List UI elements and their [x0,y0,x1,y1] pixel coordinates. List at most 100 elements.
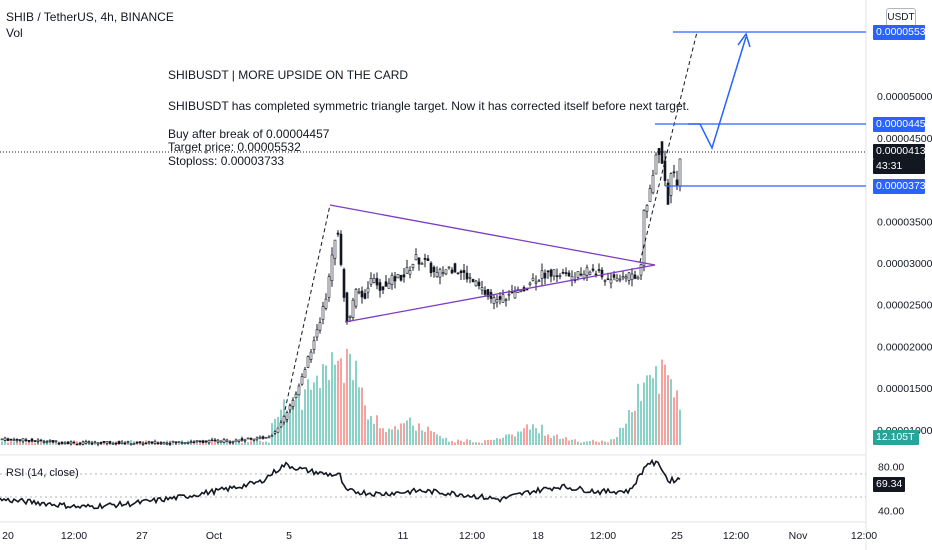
candle [318,317,322,334]
volume-bar [676,390,678,445]
volume-bar [502,437,504,445]
note-title: SHIBUSDT | MORE UPSIDE ON THE CARD [168,68,409,82]
volume-bar [478,442,480,445]
candle [96,441,100,447]
candle [285,410,289,423]
candle [669,172,673,204]
volume-bar [172,442,174,445]
volume-bar [241,442,243,445]
candle [651,169,655,195]
volume-bar [397,429,399,445]
candle [186,442,190,444]
candle [45,440,49,444]
volume-bar [469,439,471,445]
volume-indicator-label[interactable]: Vol [6,26,23,40]
rsi-indicator-label[interactable]: RSI (14, close) [6,467,79,479]
volume-bar [511,434,513,445]
candle [231,440,235,445]
candle [351,297,355,321]
volume-bar [400,423,402,445]
volume-bar [298,390,300,445]
candle [120,440,124,444]
candle [609,273,613,289]
volume-bar [313,382,315,445]
current-price-label: 0.00004132 [873,144,931,159]
volume-bar [205,441,207,445]
candle [396,274,400,279]
candle [54,440,58,444]
time-tick-label: 27 [136,530,148,542]
triangle-lower-line [344,264,656,323]
candle [537,279,541,282]
candle [597,263,601,273]
volume-bar [403,423,405,445]
candle [327,273,331,302]
volume-bar [427,426,429,445]
volume-bar [565,437,567,445]
candle [324,293,328,311]
projection-path [688,36,747,151]
candle [141,441,145,446]
volume-bar [202,441,204,445]
candle [567,270,571,277]
volume-bar [55,442,57,445]
candle [213,437,217,442]
candle [447,266,451,270]
candle [483,286,487,296]
candle [279,420,283,428]
candle [240,436,244,442]
candle [369,272,373,287]
volume-bar [592,439,594,445]
candle [390,272,394,290]
candle [147,440,151,445]
volume-bar [655,366,657,445]
candle [48,439,52,443]
candle [216,438,220,444]
candle [84,439,88,445]
volume-bar [373,423,375,445]
volume-bar [409,417,411,445]
candle [294,391,298,399]
volume-bar [76,441,78,445]
candle [156,441,160,445]
volume-bar [451,440,453,445]
candle [534,275,538,291]
candle [561,268,565,275]
time-axis-ticks: 20 12:00 27 Oct 5 11 12:00 18 12:00 25 12:00 Nov 12:… [2,530,877,542]
volume-bar [265,441,267,445]
volume-bar [463,442,465,445]
symbol-title[interactable]: SHIB / TetherUS, 4h, BINANCE [6,10,174,24]
volume-bar [415,430,417,445]
projection-arrow-head [737,32,751,48]
candle [513,286,517,299]
volume-bar [262,441,264,445]
candle [276,427,280,433]
candle [237,439,241,443]
candle [411,263,415,271]
candle [15,438,19,443]
volume-bar [625,423,627,445]
volume-bar [199,441,201,445]
currency-button[interactable]: USDT [886,8,916,27]
candle [303,366,307,378]
volume-bar [679,409,681,445]
candle [366,281,370,299]
candle [387,278,391,289]
candle [474,280,478,287]
volume-bar [433,431,435,445]
candle [645,204,649,219]
volume-bar [670,379,672,445]
volume-bar [586,441,588,445]
volume-bar [295,392,297,445]
candle [0,438,4,441]
price-tick-label: 0.00004500 [877,133,932,145]
volume-bar [514,436,516,445]
candle [399,274,403,282]
volume-bar [481,442,483,445]
note-buy: Buy after break of 0.00004457 [168,127,330,141]
time-tick-label: 12:00 [590,530,616,542]
candle [42,439,46,444]
volume-bar [538,433,540,445]
candle [465,265,469,283]
